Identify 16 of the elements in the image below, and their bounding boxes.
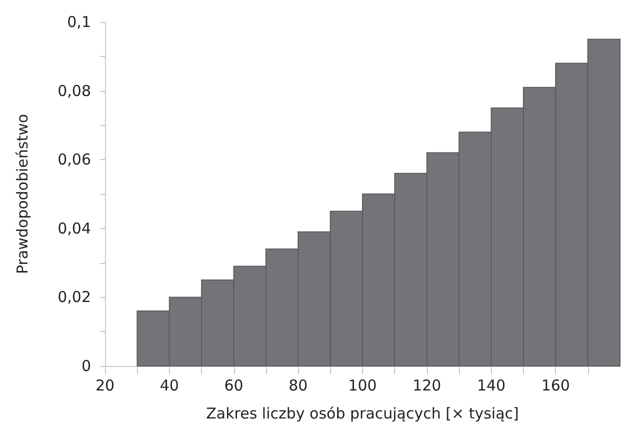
y-axis-title: Prawdopodobieństwo xyxy=(14,114,32,274)
y-tick-label: 0,02 xyxy=(58,288,91,306)
x-tick-label: 160 xyxy=(541,376,570,394)
y-tick-label: 0,1 xyxy=(67,13,91,31)
x-tick-label: 120 xyxy=(412,376,442,394)
y-tick-label: 0,06 xyxy=(58,150,91,169)
x-tick-label: 100 xyxy=(348,376,377,394)
x-tick-label: 140 xyxy=(476,376,506,394)
y-tick-label: 0,04 xyxy=(58,219,91,238)
x-tick-label: 80 xyxy=(288,376,308,394)
x-tick-label: 60 xyxy=(224,376,244,394)
x-tick-label: 20 xyxy=(95,376,115,394)
x-axis-title: Zakres liczby osób pracujących [× tysiąc] xyxy=(206,404,519,422)
x-tick-label: 40 xyxy=(160,376,179,394)
y-tick-label: 0 xyxy=(81,357,91,375)
y-tick-label: 0,08 xyxy=(58,82,91,100)
